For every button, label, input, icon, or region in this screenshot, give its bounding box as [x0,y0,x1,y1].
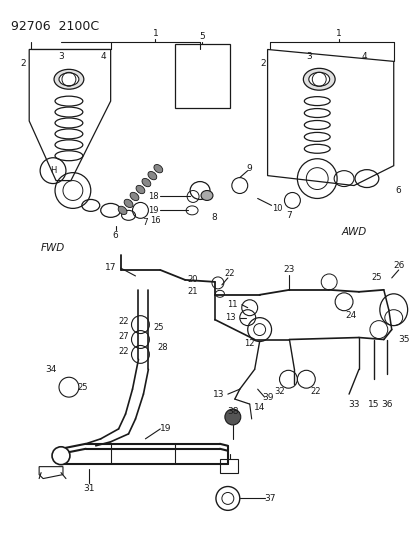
Text: AWD: AWD [341,227,366,237]
Text: 35: 35 [397,335,408,344]
Text: 11: 11 [227,300,237,309]
Text: 8: 8 [211,213,216,222]
Ellipse shape [303,68,335,90]
Ellipse shape [52,447,70,465]
Text: 24: 24 [344,311,356,320]
Text: 10: 10 [272,204,282,213]
Text: 22: 22 [118,317,128,326]
Text: 19: 19 [159,424,171,433]
Text: 15: 15 [367,400,379,409]
Text: 6: 6 [112,231,118,240]
Ellipse shape [142,179,150,187]
Bar [175,44,229,108]
Text: 34: 34 [45,365,57,374]
Text: 23: 23 [283,265,294,274]
Text: 18: 18 [147,192,158,201]
Text: 32: 32 [273,386,284,395]
Text: 19: 19 [147,206,158,215]
Text: 27: 27 [118,332,128,341]
Text: 22: 22 [118,347,128,356]
Text: 4: 4 [360,52,366,61]
Text: 28: 28 [157,343,167,352]
Ellipse shape [136,185,145,193]
Ellipse shape [59,73,78,86]
Text: 1: 1 [335,29,341,38]
Text: 20: 20 [187,276,197,285]
Text: H: H [50,166,56,175]
Text: 9: 9 [246,164,252,173]
Text: 16: 16 [150,216,160,225]
Text: 14: 14 [253,402,265,411]
Text: 7: 7 [286,211,292,220]
Circle shape [224,409,240,425]
Text: 38: 38 [226,407,238,416]
Text: 25: 25 [371,273,381,282]
Ellipse shape [201,190,212,200]
Text: 4: 4 [101,52,106,61]
Text: 13: 13 [213,390,224,399]
Text: 22: 22 [224,270,235,278]
Text: 2: 2 [260,59,266,68]
Text: 26: 26 [392,261,404,270]
Text: 92706  2100C: 92706 2100C [11,20,99,33]
Text: 1: 1 [152,29,158,38]
Ellipse shape [147,172,157,180]
Text: 21: 21 [187,287,197,296]
Text: FWD: FWD [41,243,65,253]
Text: 3: 3 [58,52,64,61]
Text: 17: 17 [104,263,116,272]
Ellipse shape [130,192,139,200]
Text: 36: 36 [380,400,392,409]
Text: 31: 31 [83,484,94,493]
Text: 25: 25 [77,383,88,392]
Ellipse shape [154,165,162,173]
Text: 25: 25 [153,323,163,332]
Text: 7: 7 [142,218,148,227]
Text: 13: 13 [225,313,235,322]
Ellipse shape [308,72,329,86]
Text: 37: 37 [263,494,275,503]
Text: 5: 5 [199,32,204,41]
Text: 12: 12 [244,339,254,348]
Text: 39: 39 [261,393,273,402]
Ellipse shape [54,69,83,89]
Text: 33: 33 [347,400,359,409]
Text: 3: 3 [306,52,311,61]
Text: 2: 2 [20,59,26,68]
Ellipse shape [118,206,127,215]
Text: 22: 22 [309,386,320,395]
Ellipse shape [124,199,133,207]
Text: 6: 6 [395,186,401,195]
